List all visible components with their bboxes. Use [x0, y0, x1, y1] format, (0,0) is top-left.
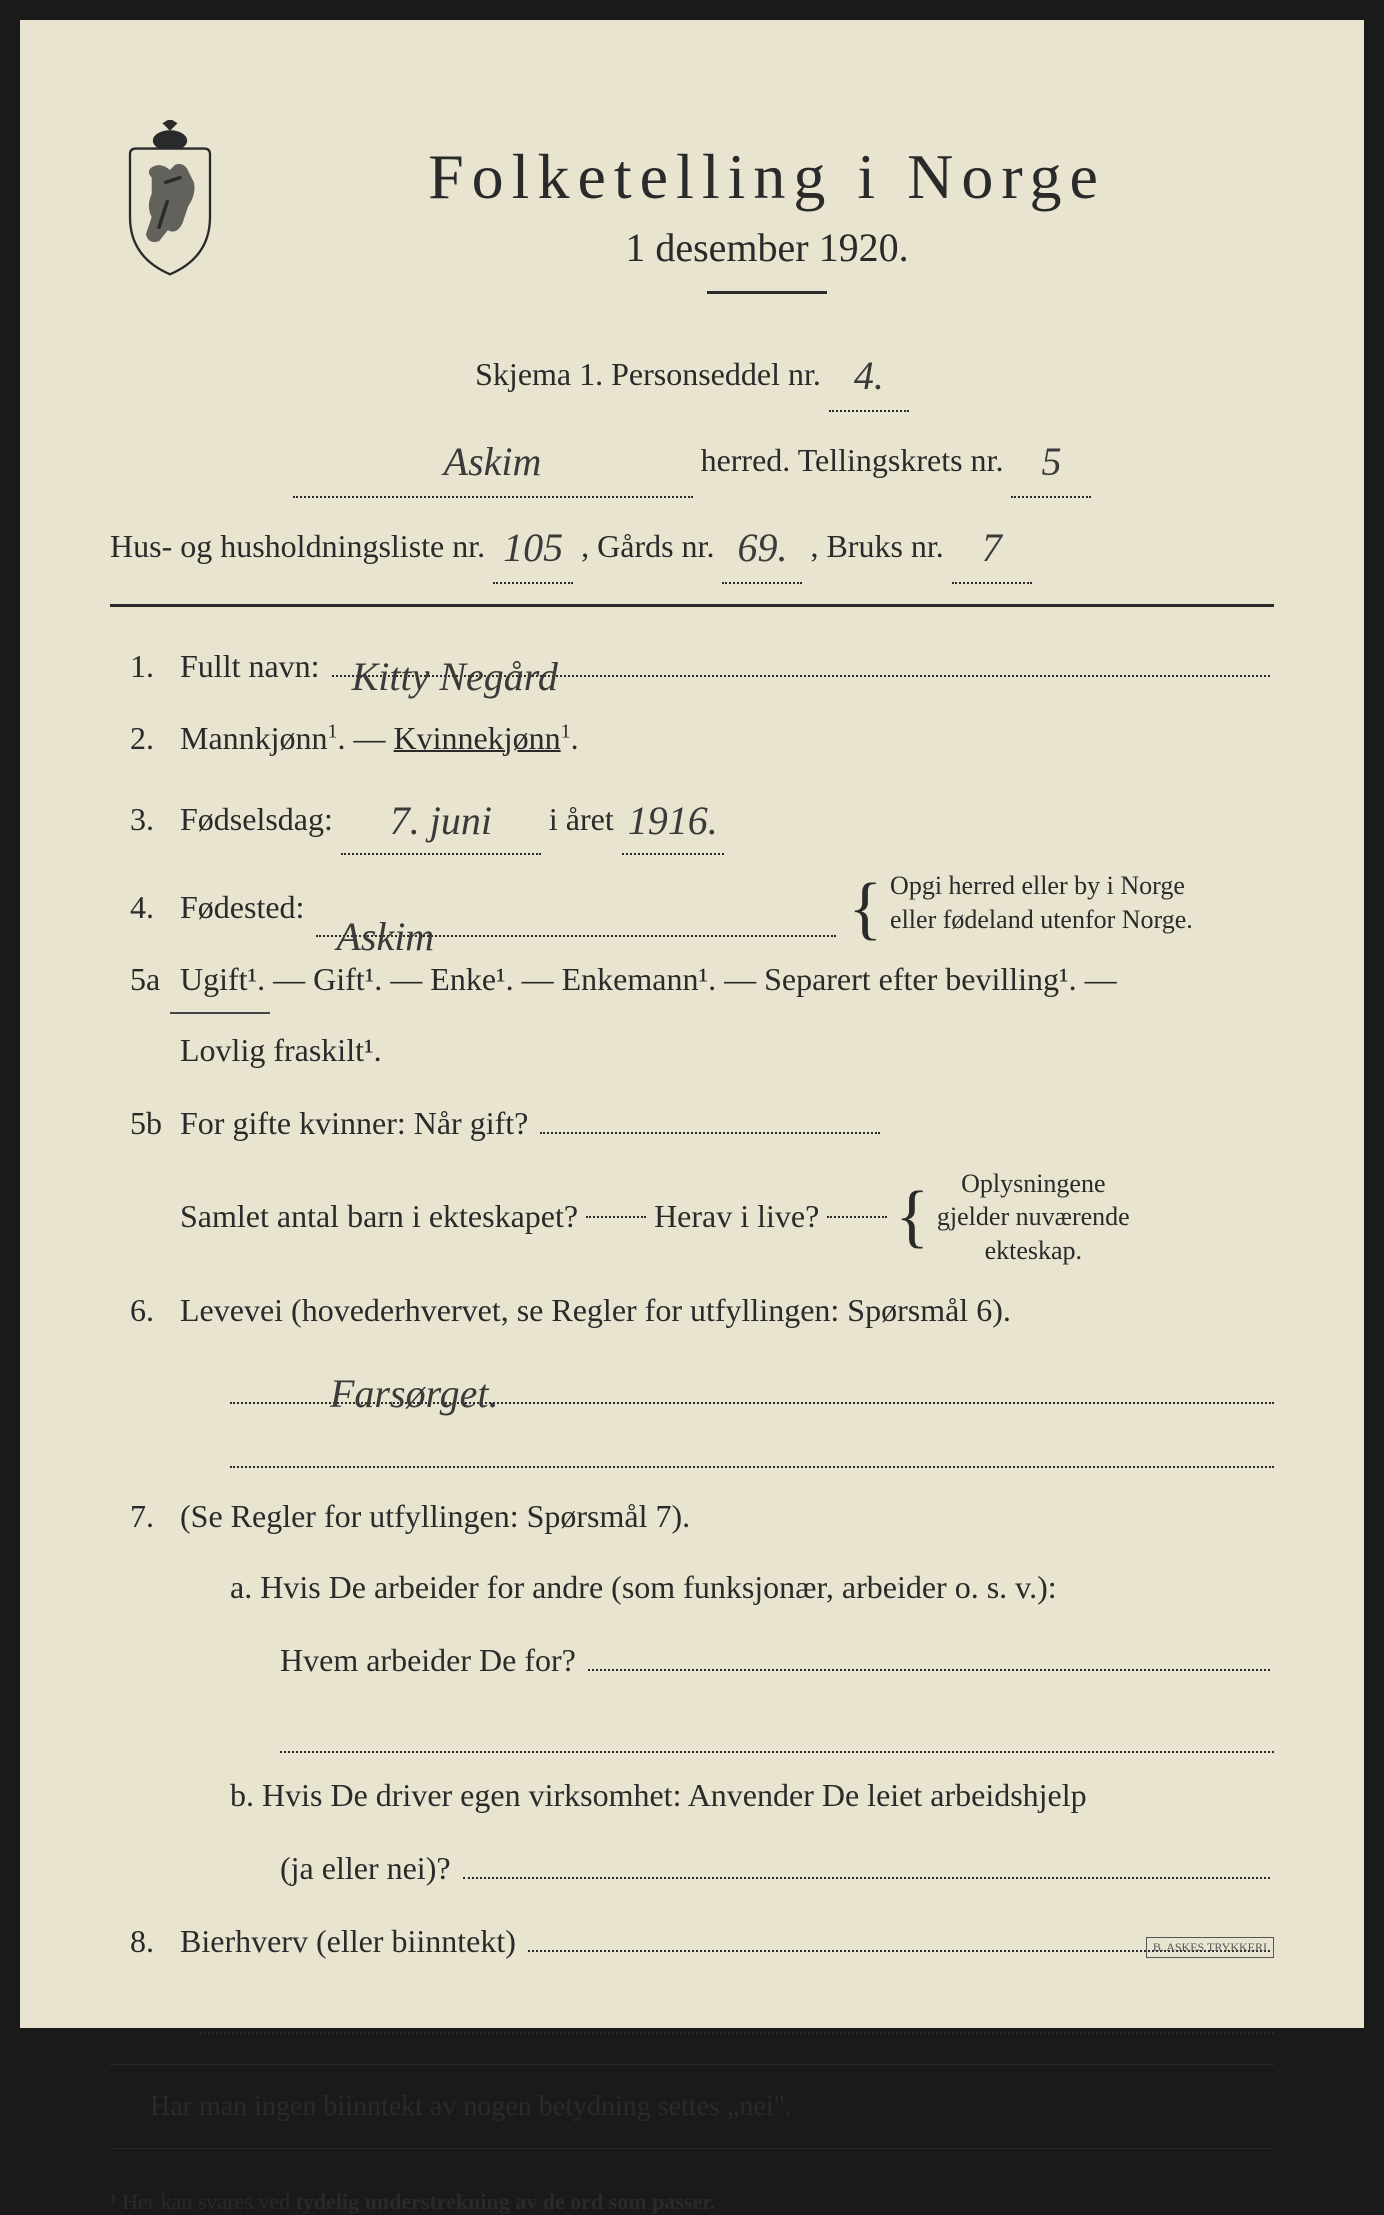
schema-label: Skjema 1. Personseddel nr.	[475, 356, 821, 392]
brace-icon: {	[848, 881, 882, 937]
q6-value-line: Farsørget.	[110, 1354, 1274, 1404]
q5a-options2: Lovlig fraskilt¹.	[180, 1032, 382, 1068]
q1-value: Kitty Negård	[352, 641, 558, 679]
q7a-label: a. Hvis De arbeider for andre (som funks…	[230, 1569, 1057, 1605]
q6-value: Farsørget.	[330, 1358, 499, 1400]
q4-side-note: Opgi herred eller by i Norge eller fødel…	[890, 869, 1193, 937]
q4-value: Askim	[336, 901, 434, 939]
herred-line: Askim herred. Tellingskrets nr. 5	[110, 420, 1274, 498]
q8-blank	[200, 1984, 1274, 2034]
q3-num: 3.	[110, 791, 180, 849]
footer-divider-1	[110, 2064, 1274, 2065]
liste-nr: 105	[503, 525, 563, 570]
q5a-underline	[170, 1012, 270, 1014]
q3-year-label: i året	[549, 791, 614, 849]
q5b-row: 5b For gifte kvinner: Når gift?	[110, 1094, 1274, 1153]
q1-label: Fullt navn:	[180, 638, 320, 696]
header-row: Folketelling i Norge 1 desember 1920.	[110, 120, 1274, 324]
brace-icon: {	[895, 1189, 929, 1245]
coat-of-arms-icon	[110, 120, 230, 280]
herred-name: Askim	[444, 439, 542, 484]
q5a-options: Ugift¹. — Gift¹. — Enke¹. — Enkemann¹. —…	[180, 961, 1117, 997]
personseddel-nr: 4.	[854, 353, 884, 398]
q3-day: 7. juni	[390, 798, 492, 843]
section-divider	[110, 604, 1274, 607]
q3-year: 1916.	[628, 798, 718, 843]
schema-line: Skjema 1. Personseddel nr. 4.	[110, 334, 1274, 412]
liste-line: Hus- og husholdningsliste nr. 105 , Gård…	[110, 506, 1274, 584]
q1-num: 1.	[110, 638, 180, 696]
q6-num: 6.	[110, 1282, 180, 1340]
q7a-line2: Hvem arbeider De for?	[110, 1631, 1274, 1690]
bruks-label: , Bruks nr.	[810, 528, 943, 564]
footer-divider-2	[110, 2148, 1274, 2149]
q7b-q: (ja eller nei)?	[280, 1840, 451, 1898]
gards-label: , Gårds nr.	[581, 528, 714, 564]
q7b-line2: (ja eller nei)?	[110, 1839, 1274, 1898]
q7b-line1: b. Hvis De driver egen virksomhet: Anven…	[110, 1767, 1274, 1825]
q7-label: (Se Regler for utfyllingen: Spørsmål 7).	[180, 1498, 690, 1534]
q7a-line1: a. Hvis De arbeider for andre (som funks…	[110, 1559, 1274, 1617]
q5b-live: Herav i live?	[654, 1188, 819, 1246]
q7b-label: b. Hvis De driver egen virksomhet: Anven…	[230, 1777, 1087, 1813]
q5a-num: 5a	[110, 951, 180, 1009]
herred-label: herred. Tellingskrets nr.	[701, 442, 1004, 478]
main-title: Folketelling i Norge	[260, 140, 1274, 214]
footer-note-2: ¹ Her kan svares ved tydelig understrekn…	[110, 2189, 1274, 2215]
subtitle: 1 desember 1920.	[260, 224, 1274, 271]
q7a-blank	[280, 1703, 1274, 1753]
q2-kvinne: Kvinnekjønn	[394, 720, 561, 756]
gards-nr: 69.	[737, 525, 787, 570]
q5a-row: 5a Ugift¹. — Gift¹. — Enke¹. — Enkemann¹…	[110, 951, 1274, 1009]
q3-label: Fødselsdag:	[180, 791, 333, 849]
q4-label: Fødested:	[180, 879, 304, 937]
q8-row: 8. Bierhverv (eller biinntekt)	[110, 1912, 1274, 1971]
footer-note-1: Har man ingen biinntekt av nogen betydni…	[110, 2080, 1274, 2133]
q5b-num: 5b	[110, 1095, 180, 1153]
q7a-q: Hvem arbeider De for?	[280, 1632, 576, 1690]
q4-num: 4.	[110, 879, 180, 937]
q6-row: 6. Levevei (hovederhvervet, se Regler fo…	[110, 1282, 1274, 1340]
q2-num: 2.	[110, 710, 180, 768]
q2-mann: Mannkjønn	[180, 720, 328, 756]
q5b-side-note: Oplysningene gjelder nuværende ekteskap.	[937, 1167, 1130, 1268]
title-divider	[707, 291, 827, 294]
q3-row: 3. Fødselsdag: 7. juni i året 1916.	[110, 781, 1274, 855]
q5b-row2: Samlet antal barn i ekteskapet? Herav i …	[110, 1167, 1274, 1268]
q7-row: 7. (Se Regler for utfyllingen: Spørsmål …	[110, 1488, 1274, 1546]
tellingskrets-nr: 5	[1041, 439, 1061, 484]
q6-blank-line	[230, 1418, 1274, 1468]
q4-row: 4. Fødested: Askim { Opgi herred eller b…	[110, 869, 1274, 937]
q5a-row2: Lovlig fraskilt¹.	[110, 1022, 1274, 1080]
bruks-nr: 7	[982, 525, 1002, 570]
q8-label: Bierhverv (eller biinntekt)	[180, 1913, 516, 1971]
q7-num: 7.	[110, 1488, 180, 1546]
title-block: Folketelling i Norge 1 desember 1920.	[260, 120, 1274, 324]
printer-stamp: B. ASKES TRYKKERI	[1146, 1937, 1274, 1958]
census-form-page: Folketelling i Norge 1 desember 1920. Sk…	[20, 20, 1364, 2028]
q2-row: 2. Mannkjønn1. — Kvinnekjønn1.	[110, 710, 1274, 768]
q5b-label: For gifte kvinner: Når gift?	[180, 1095, 528, 1153]
q5b-barn: Samlet antal barn i ekteskapet?	[180, 1188, 578, 1246]
q8-num: 8.	[110, 1913, 180, 1971]
liste-prefix: Hus- og husholdningsliste nr.	[110, 528, 485, 564]
q6-label: Levevei (hovederhvervet, se Regler for u…	[180, 1292, 1011, 1328]
q1-row: 1. Fullt navn: Kitty Negård	[110, 637, 1274, 696]
